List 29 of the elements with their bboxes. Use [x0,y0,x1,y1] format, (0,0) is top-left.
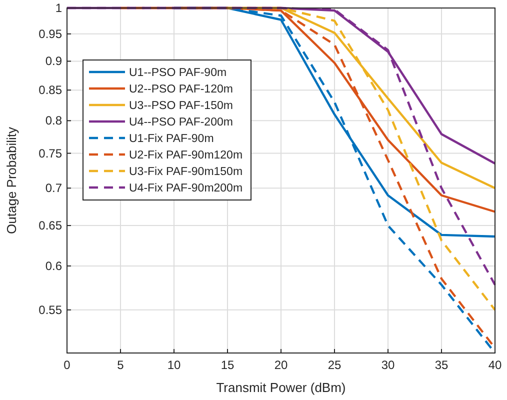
x-tick-label: 0 [64,358,71,372]
y-tick-label: 1 [55,1,62,15]
x-tick-label: 15 [220,358,234,372]
legend-label: U3-Fix PAF-90m150m [129,166,243,178]
y-tick-label: 0.8 [45,114,62,128]
y-tick-label: 0.7 [45,181,62,196]
x-tick-label: 35 [434,358,448,372]
legend-label: U1--PSO PAF-90m [129,67,227,79]
legend-label: U4-Fix PAF-90m200m [129,182,243,194]
legend-label: U2-Fix PAF-90m120m [129,150,243,162]
legend-label: U2--PSO PAF-120m [129,84,233,96]
y-tick-label: 0.55 [38,302,62,317]
x-axis-title: Transmit Power (dBm) [216,380,346,395]
y-tick-label: 0.75 [38,146,62,160]
x-tick-label: 30 [381,358,395,372]
x-tick-label: 10 [167,358,181,372]
y-tick-label: 0.95 [38,26,62,41]
y-tick-label: 0.65 [38,218,62,233]
legend-label: U3--PSO PAF-150m [129,100,233,112]
legend-label: U4--PSO PAF-200m [129,116,233,128]
x-tick-label: 25 [328,358,342,372]
x-tick-label: 20 [274,358,288,372]
y-tick-label: 0.9 [45,54,62,68]
legend-label: U1-Fix PAF-90m [129,133,214,145]
y-tick-label: 0.6 [45,258,62,273]
y-tick-label: 0.85 [38,83,62,98]
x-tick-label: 5 [117,358,124,372]
y-axis-title: Outage Probability [4,126,19,234]
x-tick-label: 40 [488,358,502,372]
